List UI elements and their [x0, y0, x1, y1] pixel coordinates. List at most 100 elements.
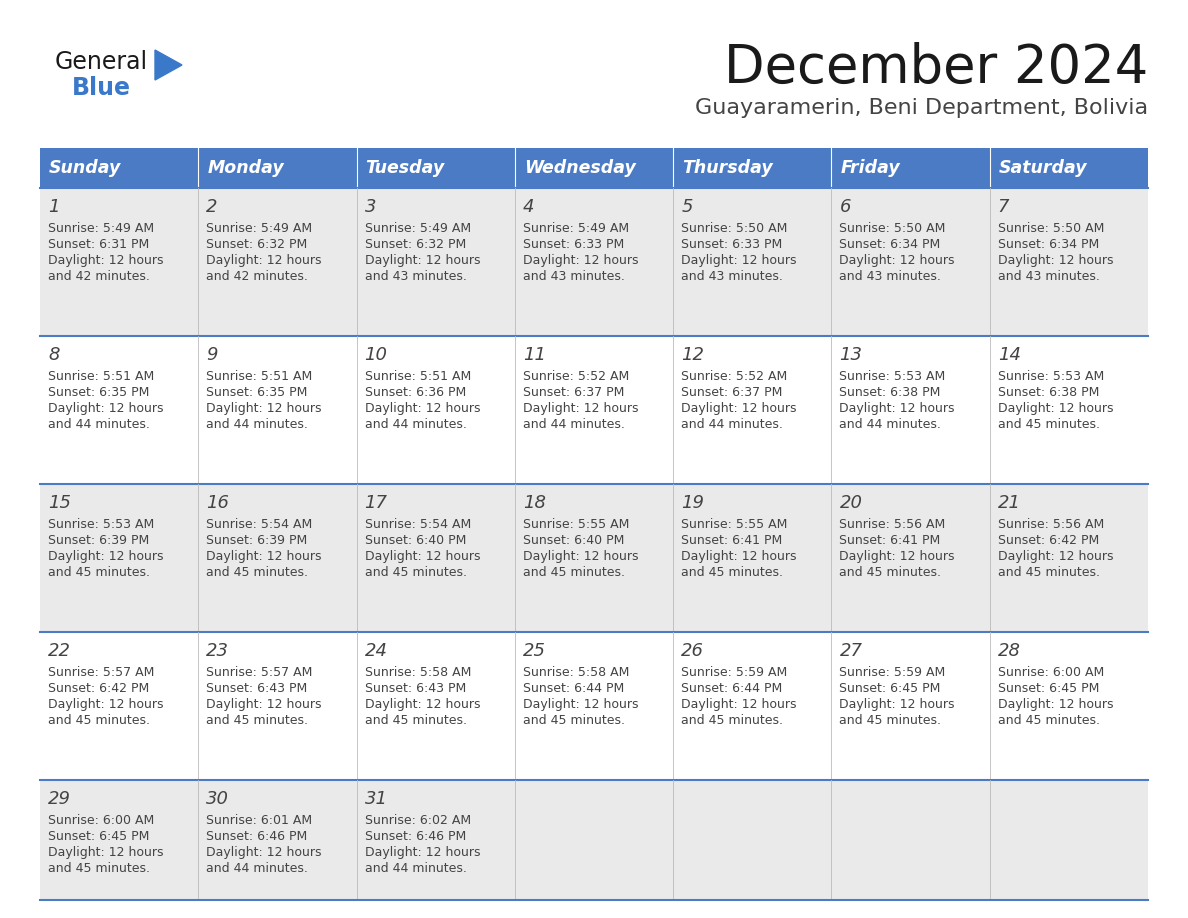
Text: Daylight: 12 hours: Daylight: 12 hours — [365, 846, 480, 859]
Text: 11: 11 — [523, 346, 545, 364]
Text: and 44 minutes.: and 44 minutes. — [840, 418, 941, 431]
Text: Sunset: 6:43 PM: Sunset: 6:43 PM — [365, 682, 466, 695]
Text: 24: 24 — [365, 642, 387, 660]
Text: and 45 minutes.: and 45 minutes. — [48, 566, 150, 579]
Text: Daylight: 12 hours: Daylight: 12 hours — [48, 846, 164, 859]
Text: Sunrise: 5:49 AM: Sunrise: 5:49 AM — [207, 222, 312, 235]
Text: 6: 6 — [840, 198, 851, 216]
Text: and 44 minutes.: and 44 minutes. — [523, 418, 625, 431]
Text: 22: 22 — [48, 642, 71, 660]
Text: Sunset: 6:46 PM: Sunset: 6:46 PM — [365, 830, 466, 843]
Text: Sunrise: 6:02 AM: Sunrise: 6:02 AM — [365, 814, 470, 827]
Text: Sunset: 6:32 PM: Sunset: 6:32 PM — [365, 238, 466, 251]
Bar — [40, 148, 198, 188]
Text: Sunset: 6:45 PM: Sunset: 6:45 PM — [998, 682, 1099, 695]
Text: Sunrise: 6:00 AM: Sunrise: 6:00 AM — [998, 666, 1104, 679]
Text: and 45 minutes.: and 45 minutes. — [523, 714, 625, 727]
Text: Daylight: 12 hours: Daylight: 12 hours — [998, 698, 1113, 711]
Text: 2: 2 — [207, 198, 217, 216]
Text: Daylight: 12 hours: Daylight: 12 hours — [365, 550, 480, 563]
Text: and 44 minutes.: and 44 minutes. — [681, 418, 783, 431]
Text: Sunrise: 5:54 AM: Sunrise: 5:54 AM — [207, 518, 312, 531]
Text: and 45 minutes.: and 45 minutes. — [998, 418, 1100, 431]
Text: Sunset: 6:38 PM: Sunset: 6:38 PM — [998, 386, 1099, 399]
Text: Daylight: 12 hours: Daylight: 12 hours — [523, 254, 638, 267]
Text: Sunrise: 5:59 AM: Sunrise: 5:59 AM — [681, 666, 788, 679]
Text: Sunrise: 5:49 AM: Sunrise: 5:49 AM — [48, 222, 154, 235]
Bar — [40, 632, 1148, 780]
Text: Sunrise: 5:53 AM: Sunrise: 5:53 AM — [840, 370, 946, 383]
Text: Sunrise: 5:55 AM: Sunrise: 5:55 AM — [523, 518, 630, 531]
Text: and 44 minutes.: and 44 minutes. — [207, 418, 308, 431]
Text: 4: 4 — [523, 198, 535, 216]
Text: Daylight: 12 hours: Daylight: 12 hours — [681, 402, 797, 415]
Text: Daylight: 12 hours: Daylight: 12 hours — [840, 550, 955, 563]
Bar — [514, 148, 674, 188]
Bar — [198, 148, 356, 188]
Text: and 45 minutes.: and 45 minutes. — [48, 714, 150, 727]
Bar — [990, 148, 1148, 188]
Text: and 45 minutes.: and 45 minutes. — [840, 566, 941, 579]
Text: Sunset: 6:40 PM: Sunset: 6:40 PM — [523, 534, 624, 547]
Text: Daylight: 12 hours: Daylight: 12 hours — [998, 402, 1113, 415]
Text: Daylight: 12 hours: Daylight: 12 hours — [48, 402, 164, 415]
Text: Sunrise: 5:53 AM: Sunrise: 5:53 AM — [998, 370, 1104, 383]
Text: 10: 10 — [365, 346, 387, 364]
Text: Daylight: 12 hours: Daylight: 12 hours — [207, 254, 322, 267]
Text: Daylight: 12 hours: Daylight: 12 hours — [48, 254, 164, 267]
Text: 3: 3 — [365, 198, 377, 216]
Text: Sunrise: 5:54 AM: Sunrise: 5:54 AM — [365, 518, 470, 531]
Text: Sunrise: 5:49 AM: Sunrise: 5:49 AM — [365, 222, 470, 235]
Text: Daylight: 12 hours: Daylight: 12 hours — [48, 550, 164, 563]
Text: Daylight: 12 hours: Daylight: 12 hours — [207, 846, 322, 859]
Text: Daylight: 12 hours: Daylight: 12 hours — [681, 254, 797, 267]
Text: Sunset: 6:45 PM: Sunset: 6:45 PM — [48, 830, 150, 843]
Text: Daylight: 12 hours: Daylight: 12 hours — [681, 550, 797, 563]
Text: Daylight: 12 hours: Daylight: 12 hours — [523, 698, 638, 711]
Text: and 43 minutes.: and 43 minutes. — [840, 270, 941, 283]
Text: 16: 16 — [207, 494, 229, 512]
Text: and 45 minutes.: and 45 minutes. — [998, 566, 1100, 579]
Text: Sunrise: 5:58 AM: Sunrise: 5:58 AM — [365, 666, 470, 679]
Text: Sunset: 6:42 PM: Sunset: 6:42 PM — [48, 682, 150, 695]
Text: 21: 21 — [998, 494, 1020, 512]
Text: Sunrise: 5:57 AM: Sunrise: 5:57 AM — [48, 666, 154, 679]
Text: Sunset: 6:35 PM: Sunset: 6:35 PM — [48, 386, 150, 399]
Text: Sunrise: 5:52 AM: Sunrise: 5:52 AM — [523, 370, 630, 383]
Text: Sunset: 6:32 PM: Sunset: 6:32 PM — [207, 238, 308, 251]
Text: Sunrise: 5:52 AM: Sunrise: 5:52 AM — [681, 370, 788, 383]
Text: December 2024: December 2024 — [723, 42, 1148, 94]
Text: Sunset: 6:42 PM: Sunset: 6:42 PM — [998, 534, 1099, 547]
Text: Sunset: 6:39 PM: Sunset: 6:39 PM — [48, 534, 150, 547]
Text: 8: 8 — [48, 346, 59, 364]
Text: Monday: Monday — [207, 159, 284, 177]
Text: and 44 minutes.: and 44 minutes. — [365, 418, 467, 431]
Text: 25: 25 — [523, 642, 545, 660]
Text: Blue: Blue — [72, 76, 131, 100]
Text: Friday: Friday — [840, 159, 901, 177]
Text: Sunrise: 5:50 AM: Sunrise: 5:50 AM — [681, 222, 788, 235]
Bar — [832, 148, 990, 188]
Text: and 45 minutes.: and 45 minutes. — [365, 566, 467, 579]
Text: Saturday: Saturday — [999, 159, 1087, 177]
Text: 29: 29 — [48, 790, 71, 808]
Text: Sunset: 6:35 PM: Sunset: 6:35 PM — [207, 386, 308, 399]
Text: Daylight: 12 hours: Daylight: 12 hours — [840, 698, 955, 711]
Text: Daylight: 12 hours: Daylight: 12 hours — [840, 402, 955, 415]
Text: Sunrise: 6:00 AM: Sunrise: 6:00 AM — [48, 814, 154, 827]
Text: 14: 14 — [998, 346, 1020, 364]
Text: Sunset: 6:33 PM: Sunset: 6:33 PM — [523, 238, 624, 251]
Text: and 45 minutes.: and 45 minutes. — [48, 862, 150, 875]
Text: Sunset: 6:38 PM: Sunset: 6:38 PM — [840, 386, 941, 399]
Text: 17: 17 — [365, 494, 387, 512]
Bar — [40, 188, 1148, 336]
Text: Sunset: 6:44 PM: Sunset: 6:44 PM — [681, 682, 783, 695]
Text: Sunrise: 5:51 AM: Sunrise: 5:51 AM — [207, 370, 312, 383]
Text: Sunrise: 5:53 AM: Sunrise: 5:53 AM — [48, 518, 154, 531]
Text: and 43 minutes.: and 43 minutes. — [998, 270, 1100, 283]
Text: 13: 13 — [840, 346, 862, 364]
Text: and 42 minutes.: and 42 minutes. — [48, 270, 150, 283]
Text: Daylight: 12 hours: Daylight: 12 hours — [365, 254, 480, 267]
Text: and 45 minutes.: and 45 minutes. — [681, 566, 783, 579]
Text: Sunset: 6:37 PM: Sunset: 6:37 PM — [523, 386, 624, 399]
